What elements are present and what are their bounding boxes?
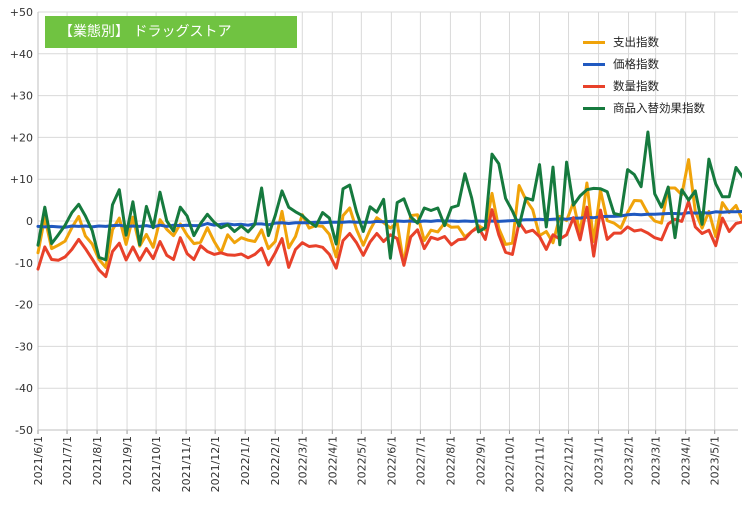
legend-swatch <box>583 84 605 88</box>
x-tick-label: 2022/3/1 <box>296 436 309 485</box>
y-tick-label: -20 <box>15 299 33 312</box>
legend-item-price: 価格指数 <box>583 53 705 75</box>
legend-swatch <box>583 40 605 44</box>
y-tick-label: -30 <box>15 340 33 353</box>
series-line <box>36 130 742 262</box>
x-tick-label: 2023/3/1 <box>650 436 663 485</box>
x-tick-label: 2022/7/1 <box>414 436 427 485</box>
legend-label: 数量指数 <box>613 79 659 93</box>
series-line <box>36 199 742 279</box>
x-tick-label: 2022/4/1 <box>326 436 339 485</box>
x-tick-label: 2022/9/1 <box>474 436 487 485</box>
legend-label: 支出指数 <box>613 35 659 49</box>
y-tick-label: +40 <box>10 48 33 61</box>
chart-title: 【業態別】 ドラッグストア <box>45 16 297 48</box>
legend-swatch <box>583 62 605 66</box>
y-tick-label: +20 <box>10 131 33 144</box>
x-tick-label: 2021/6/1 <box>32 436 45 485</box>
series-lines <box>36 130 742 279</box>
axes <box>37 12 738 434</box>
legend-label: 商品入替効果指数 <box>613 101 705 115</box>
y-tick-label: -50 <box>15 424 33 437</box>
x-tick-label: 2022/1/1 <box>239 436 252 485</box>
legend-swatch <box>583 106 605 110</box>
x-tick-label: 2022/10/1 <box>503 436 516 492</box>
legend-label: 価格指数 <box>613 57 659 71</box>
y-tick-label: +10 <box>10 173 33 186</box>
legend-item-spend: 支出指数 <box>583 31 705 53</box>
chart-legend: 支出指数 価格指数 数量指数 商品入替効果指数 <box>583 31 705 119</box>
x-axis-ticks: 2021/6/1 2021/7/1 2021/8/1 2021/9/1 2021/10/… <box>32 436 722 492</box>
y-tick-label: +50 <box>10 6 33 19</box>
x-tick-label: 2022/8/1 <box>444 436 457 485</box>
y-tick-label: -40 <box>15 382 33 395</box>
x-tick-label: 2022/12/1 <box>563 436 576 492</box>
x-tick-label: 2021/11/1 <box>180 436 193 492</box>
x-tick-label: 2023/1/1 <box>593 436 606 485</box>
x-tick-label: 2022/6/1 <box>385 436 398 485</box>
x-tick-label: 2022/2/1 <box>269 436 282 485</box>
x-tick-label: 2021/7/1 <box>61 436 74 485</box>
x-tick-label: 2023/5/1 <box>709 436 722 485</box>
y-tick-label: +30 <box>10 90 33 103</box>
x-tick-label: 2022/11/1 <box>533 436 546 492</box>
y-tick-label: 0 <box>26 215 33 228</box>
legend-item-replacement: 商品入替効果指数 <box>583 97 705 119</box>
y-tick-label: -10 <box>15 257 33 270</box>
x-tick-label: 2021/9/1 <box>121 436 134 485</box>
x-tick-label: 2021/10/1 <box>150 436 163 492</box>
legend-item-quantity: 数量指数 <box>583 75 705 97</box>
x-tick-label: 2022/5/1 <box>355 436 368 485</box>
x-tick-label: 2023/2/1 <box>623 436 636 485</box>
x-tick-label: 2021/8/1 <box>91 436 104 485</box>
x-tick-label: 2023/4/1 <box>680 436 693 485</box>
x-tick-label: 2021/12/1 <box>209 436 222 492</box>
y-axis-ticks: +50 +40 +30 +20 +10 0 -10 -20 -30 -40 -50 <box>10 6 33 437</box>
